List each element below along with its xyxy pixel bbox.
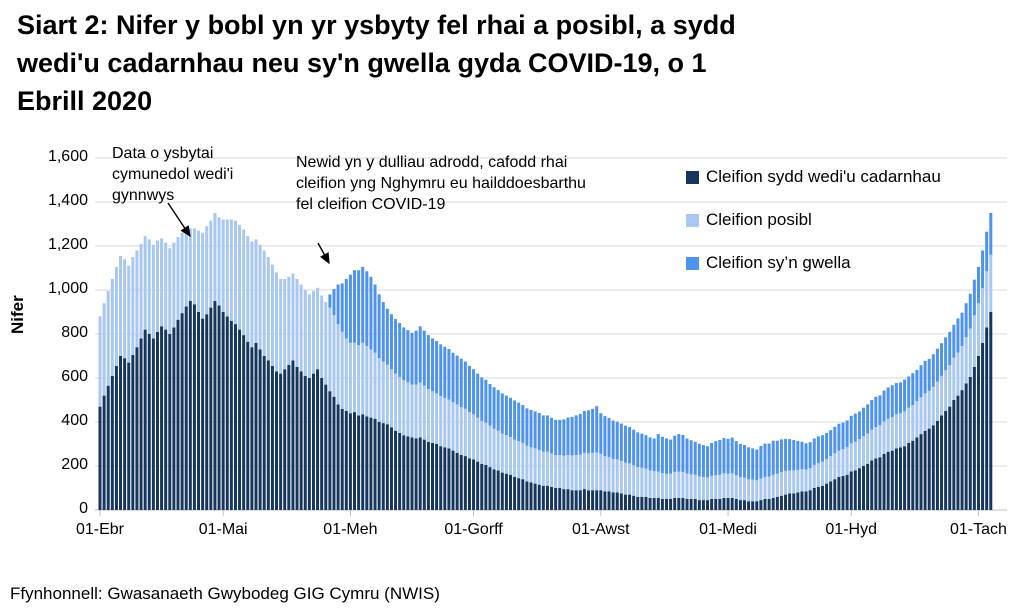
recovering-swatch-icon [686,256,699,270]
legend-label-recovering: Cleifion sy’n gwella [706,253,851,272]
annotation-reporting-change: Newid yn y dulliau adrodd, cafodd rhai c… [296,154,586,213]
legend-item-confirmed: Cleifion sydd wedi'u cadarnhau [686,162,941,192]
legend-label-possible: Cleifion posibl [706,210,812,229]
annotation-community-hospitals: Data o ysbytai cymunedol wedi'i gynnwys [112,145,234,204]
y-tick-label: 400 [61,412,88,429]
chart-title: Siart 2: Nifer y bobl yn yr ysbyty fel r… [17,6,736,120]
y-tick-label: 1,000 [47,280,88,297]
x-tick-label: 01-Hyd [825,521,877,538]
y-tick-label: 600 [61,368,88,385]
y-tick-label: 1,400 [47,192,88,209]
x-tick-label: 01-Medi [699,521,757,538]
y-tick-label: 0 [79,500,88,517]
x-tick-label: 01-Ebr [75,521,125,538]
chart-title-line-3: Ebrill 2020 [17,86,153,116]
x-tick-label: 01-Tach [950,521,1007,538]
x-tick-label: 01-Mai [198,521,248,538]
x-tick-label: 01-Gorff [444,521,503,538]
legend-item-recovering: Cleifion sy’n gwella [686,248,941,278]
y-tick-label: 200 [61,456,88,473]
y-tick-label: 1,200 [47,236,88,253]
legend-item-possible: Cleifion posibl [686,205,941,235]
x-tick-label: 01-Awst [572,521,630,538]
possible-swatch-icon [686,213,699,227]
source-note: Ffynhonnell: Gwasanaeth Gwybodeg GIG Cym… [10,584,440,603]
y-tick-label: 1,600 [47,148,88,165]
x-tick-label: 01-Meh [323,521,378,538]
y-tick-label: 800 [61,324,88,341]
confirmed-swatch-icon [686,170,699,184]
chart-title-line-2: wedi'u cadarnhau neu sy'n gwella gyda CO… [17,48,707,78]
legend: Cleifion sydd wedi'u cadarnhau Cleifion … [686,162,941,291]
legend-label-confirmed: Cleifion sydd wedi'u cadarnhau [706,167,941,186]
chart-title-line-1: Siart 2: Nifer y bobl yn yr ysbyty fel r… [17,10,736,40]
